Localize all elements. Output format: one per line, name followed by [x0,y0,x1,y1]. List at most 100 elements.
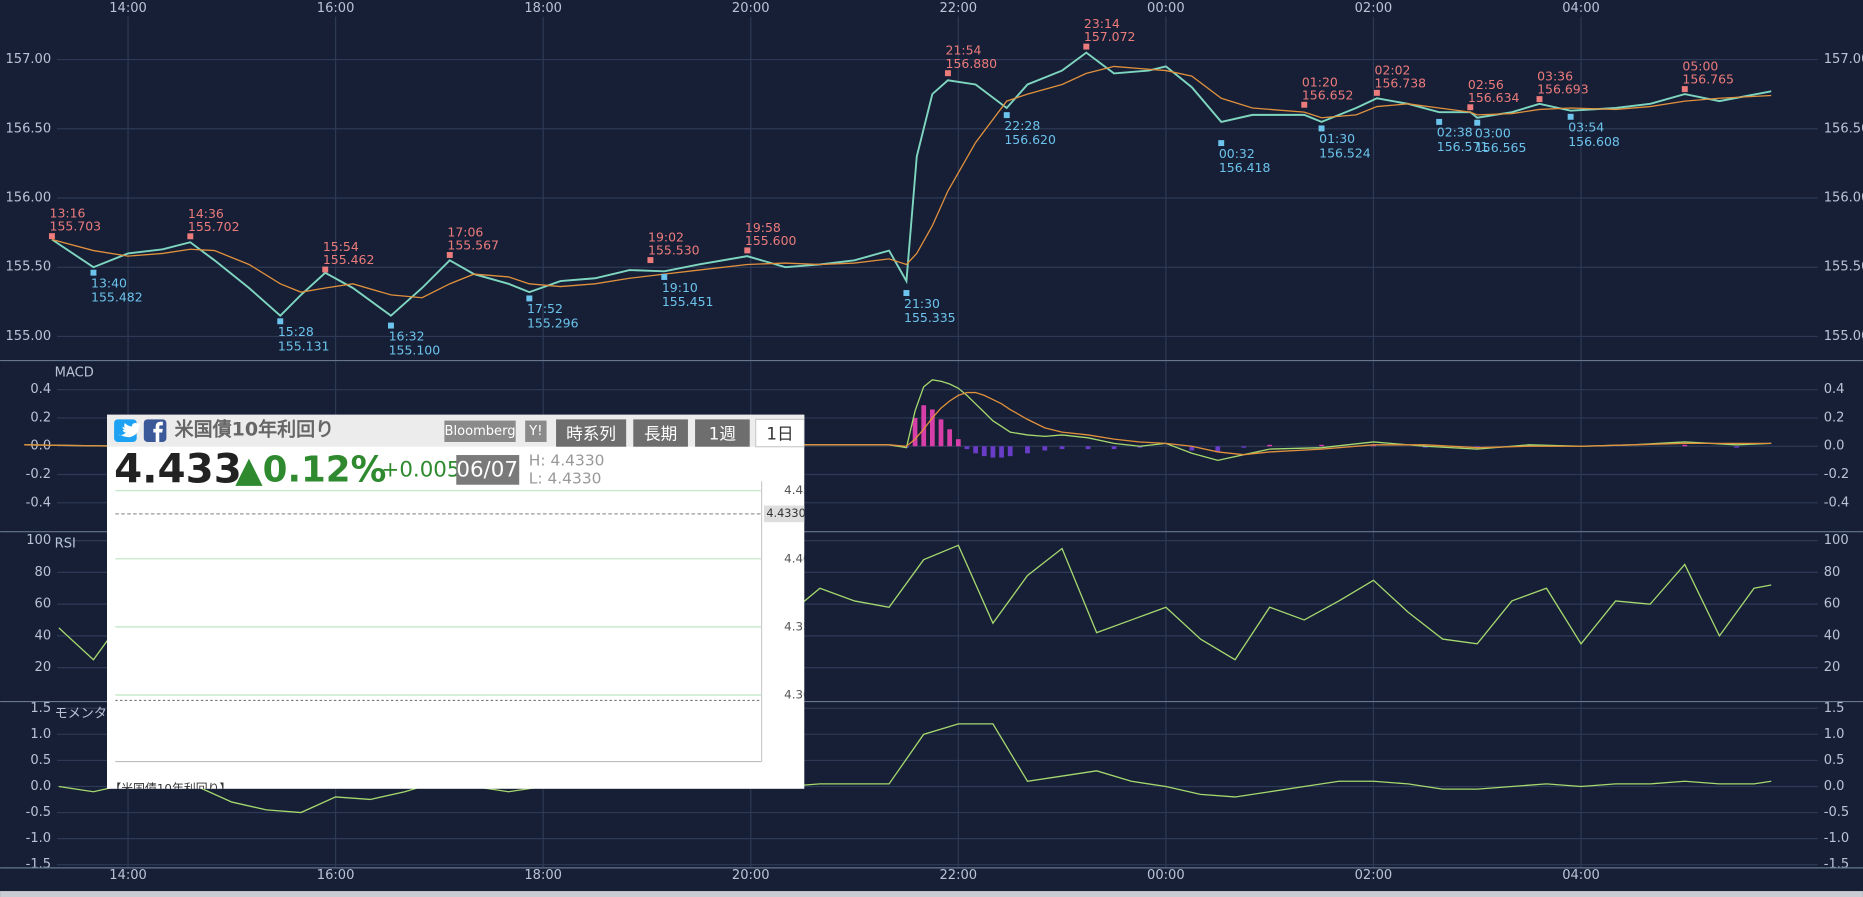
y-tick-label: 1.0 [30,727,51,742]
extreme-time: 21:30 [904,296,940,311]
y-tick-label: -0.5 [26,805,51,820]
y-tick-label: 155.50 [5,260,51,275]
y-tick-label: -1.5 [26,857,51,872]
extreme-time: 03:54 [1568,120,1604,135]
histogram-bar [999,446,1004,458]
period-button-label[interactable]: 長期 [644,424,677,443]
panel-label: RSI [55,537,76,552]
y-tick-label: -0.4 [26,495,51,510]
extreme-value: 156.571 [1437,139,1489,154]
extreme-marker [744,247,751,254]
period-button-label[interactable]: 1日 [766,424,793,443]
extreme-marker [1318,125,1325,132]
y-tick-label: 20 [35,660,52,675]
y-tick-label: 1.5 [1824,701,1845,716]
x-tick-label: 04:00 [1562,868,1600,883]
extreme-time: 15:28 [278,324,314,339]
period-button-label[interactable]: 1週 [709,424,737,443]
extreme-marker [1083,43,1090,50]
extreme-marker [1436,118,1443,125]
histogram-bar [981,446,987,457]
widget-y-tick-label: 4.40 [784,551,810,565]
extreme-time: 03:00 [1475,126,1511,141]
period-button[interactable] [633,419,688,447]
period-button[interactable] [695,419,750,447]
extreme-value: 156.880 [946,56,998,71]
x-tick-label: 20:00 [732,868,770,883]
source-button[interactable] [444,420,516,442]
x-tick-label: 02:00 [1355,1,1393,16]
y-tick-label: 80 [1824,565,1841,580]
y-tick-label: 156.50 [5,121,51,136]
extreme-time: 16:32 [389,328,425,343]
histogram-bar [1371,444,1376,447]
y-tick-label: 157.00 [1824,52,1863,67]
low: L: 4.4330 [529,469,602,487]
histogram-bar [973,446,978,454]
extreme-marker [446,252,453,258]
high: H: 4.4330 [529,451,605,469]
period-button-label[interactable]: 時系列 [566,424,616,443]
date-badge [456,455,520,485]
extreme-value: 155.702 [188,219,240,234]
y-tick-label: 40 [1824,628,1841,643]
histogram-bar [990,446,996,458]
extreme-value: 155.100 [389,343,441,358]
histogram-bar [1422,446,1428,448]
y-tick-label: 0.2 [30,410,51,425]
histogram-bar [1241,446,1247,448]
histogram-bar [1042,446,1048,451]
histogram-bar [1267,444,1273,447]
y-tick-label: -1.0 [26,831,51,846]
extreme-value: 156.765 [1682,72,1734,87]
y-tick-label: -0.4 [1824,495,1849,510]
period-button[interactable] [755,418,805,448]
extreme-time: 13:40 [91,275,127,290]
histogram-bar [1734,446,1740,448]
x-tick-label: 16:00 [317,868,355,883]
y-tick-label: 0.4 [1824,382,1845,397]
y-tick-label: 156.50 [1824,121,1863,136]
extreme-time: 13:16 [50,206,86,221]
extreme-marker [1301,101,1308,108]
y-tick-label: 80 [35,565,52,580]
extreme-time: 02:38 [1437,125,1473,140]
histogram-bar [1215,446,1221,452]
extreme-marker [48,233,55,240]
extreme-marker [526,295,533,302]
y-tick-label: 156.00 [1824,190,1863,205]
extreme-value: 155.600 [745,233,797,248]
x-tick-label: 16:00 [317,1,355,16]
extreme-marker [90,269,97,276]
source-button-label[interactable]: Bloomberg [445,424,516,439]
extreme-value: 155.567 [447,238,499,253]
y-tick-label: 0.4 [30,382,51,397]
extreme-value: 156.693 [1537,82,1589,97]
widget-y-tick-label: 4.35 [784,619,810,633]
period-button[interactable] [556,419,627,447]
y-tick-label: -0.5 [1824,805,1849,820]
widget-footer: 【米国債10年利回り】 [109,781,231,795]
y-tick-label: 100 [26,533,51,548]
y-tick-label: 0.5 [1824,753,1845,768]
histogram-bar [1111,446,1117,450]
extreme-time: 02:56 [1468,77,1504,92]
extreme-time: 14:36 [188,206,224,221]
extreme-time: 03:36 [1537,69,1573,84]
extreme-time: 05:00 [1682,59,1718,74]
y-tick-label: 20 [1824,660,1841,675]
widget-y-tick-label: 4.45 [784,483,810,497]
extreme-marker [1536,96,1543,103]
source-button-label[interactable]: Y! [528,424,542,439]
extreme-marker [277,318,284,325]
x-tick-label: 14:00 [109,868,147,883]
histogram-bar [1007,446,1013,457]
extreme-marker [1003,112,1010,119]
extreme-value: 156.652 [1302,87,1354,102]
source-button[interactable] [525,420,547,442]
extreme-value: 157.072 [1084,29,1136,44]
x-tick-label: 00:00 [1147,1,1185,16]
y-tick-label: 0.5 [30,753,51,768]
y-tick-label: 155.00 [5,329,51,344]
